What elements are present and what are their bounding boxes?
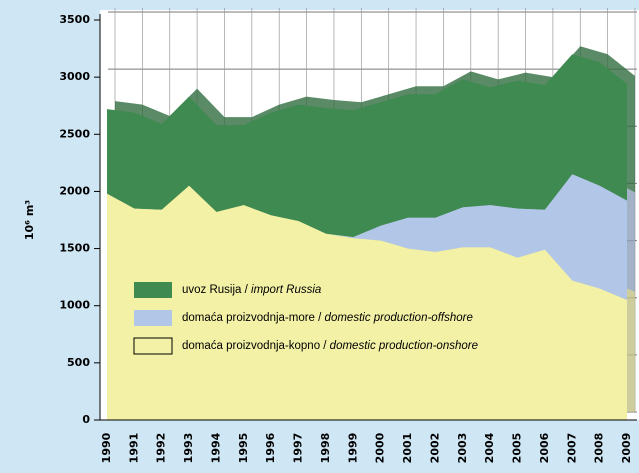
x-tick-label: 1992 [155, 433, 168, 464]
y-tick-label: 3500 [59, 13, 90, 26]
area [107, 174, 627, 300]
x-tick-label: 1993 [182, 433, 195, 464]
x-tick-label: 1995 [237, 433, 250, 464]
x-tick-label: 2008 [593, 433, 606, 464]
y-axis-label: 10⁶ m³ [23, 200, 36, 240]
x-tick-label: 2001 [401, 433, 414, 464]
legend-swatch [134, 282, 172, 298]
y-tick-label: 2500 [59, 127, 90, 140]
x-tick-label: 2006 [538, 432, 551, 463]
y-tick-label: 1500 [59, 242, 90, 255]
x-tick-label: 1998 [319, 433, 332, 464]
x-tick-label: 2000 [374, 432, 387, 463]
legend-swatch [134, 310, 172, 326]
x-tick-label: 2002 [428, 433, 441, 464]
x-tick-label: 1996 [264, 432, 277, 463]
y-tick-label: 500 [67, 356, 90, 369]
x-tick-label: 1991 [127, 433, 140, 464]
x-tick-label: 1999 [346, 433, 359, 464]
legend-label: uvoz Rusija / import Russia [182, 284, 321, 296]
x-tick-label: 2005 [511, 433, 524, 464]
y-tick-label: 3000 [59, 70, 90, 83]
y-tick-label: 1000 [59, 299, 90, 312]
legend-swatch [133, 337, 173, 355]
area [107, 54, 627, 238]
legend-label: domaća proizvodnja-more / domestic produ… [182, 312, 473, 324]
x-tick-label: 1990 [100, 432, 113, 463]
x-tick-label: 2003 [456, 433, 469, 464]
x-tick-label: 1997 [292, 433, 305, 464]
legend-label: domaća proizvodnja-kopno / domestic prod… [182, 340, 478, 352]
y-tick-label: 2000 [59, 184, 90, 197]
x-tick-label: 2009 [620, 433, 633, 464]
area [107, 185, 627, 420]
x-tick-label: 1994 [209, 432, 222, 463]
x-tick-label: 2007 [565, 433, 578, 464]
x-tick-label: 2004 [483, 432, 496, 463]
y-tick-label: 0 [82, 413, 90, 426]
